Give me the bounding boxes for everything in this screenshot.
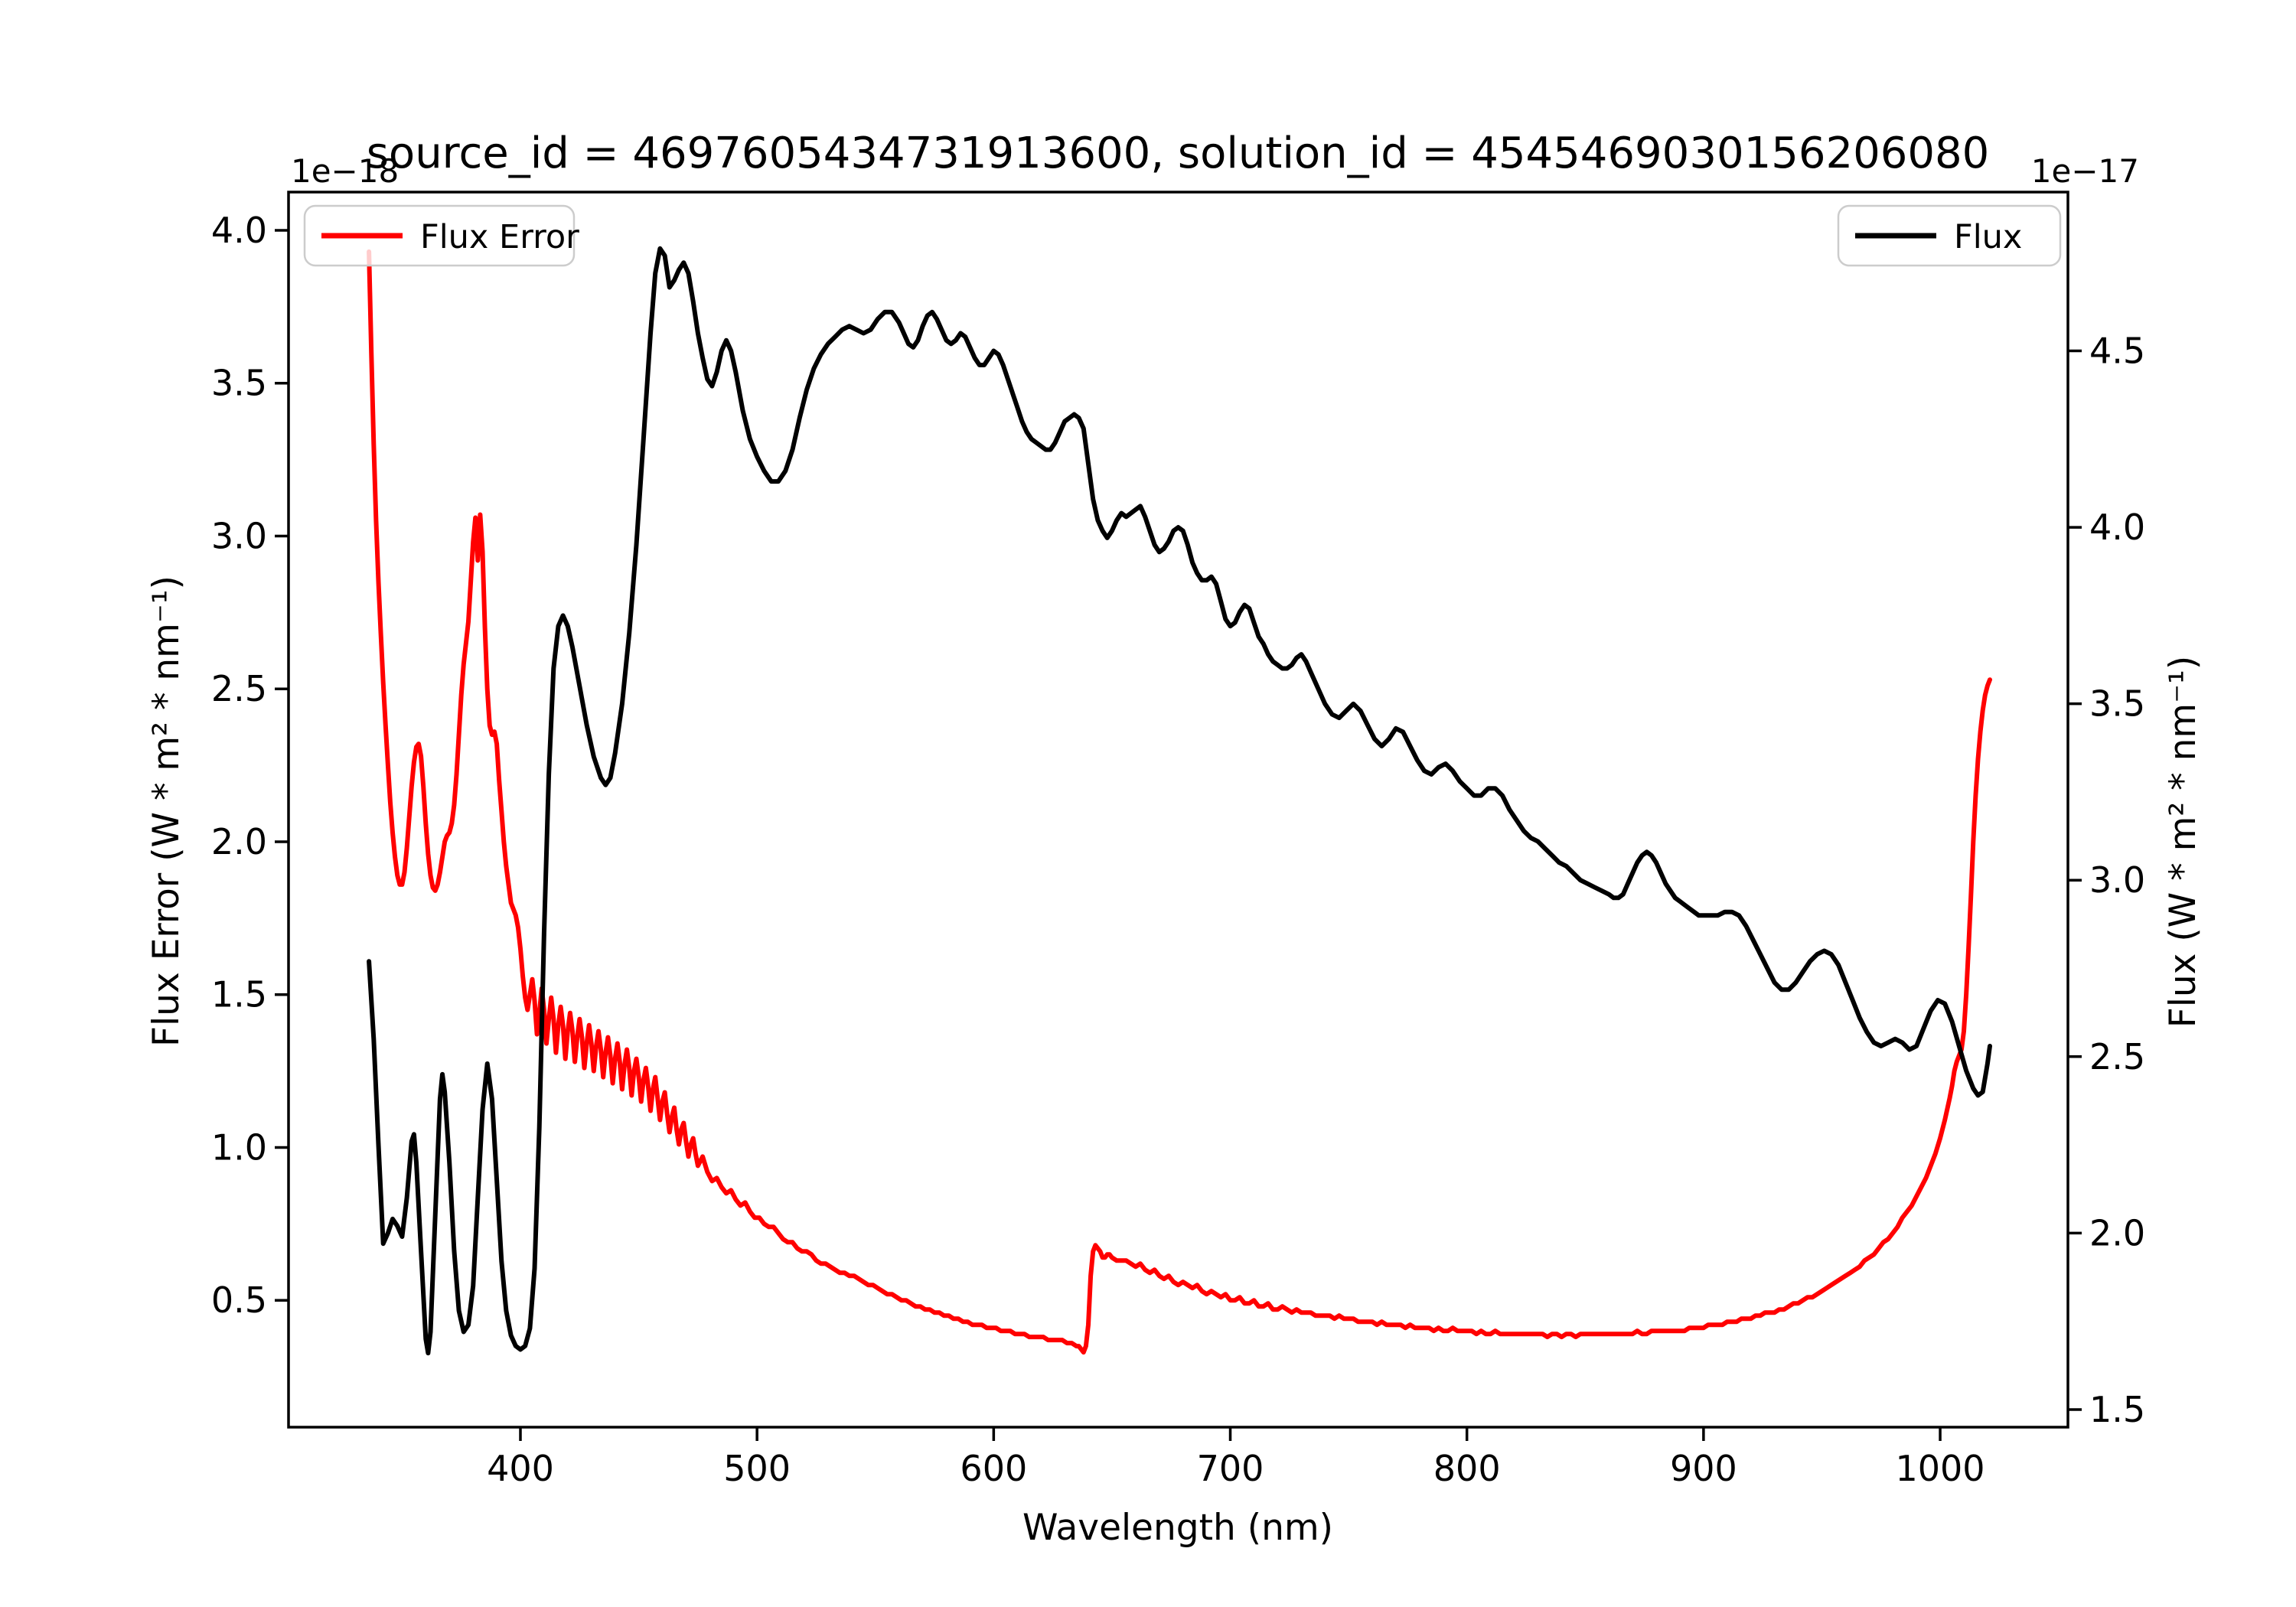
legend-flux: Flux	[1837, 204, 2062, 267]
x-tick-label: 400	[487, 1448, 554, 1489]
x-tick-label: 800	[1433, 1448, 1501, 1489]
left-tick-label: 2.5	[211, 668, 267, 709]
x-axis-label: Wavelength (nm)	[1022, 1507, 1333, 1549]
right-tick-label: 4.0	[2089, 507, 2145, 548]
right-tick-label: 2.0	[2089, 1212, 2145, 1253]
left-tick-label: 3.0	[211, 515, 267, 556]
left-tick-label: 1.0	[211, 1126, 267, 1168]
plot-border	[287, 191, 2069, 1429]
right-axis-offset-label: 1e−17	[2031, 152, 2139, 190]
right-tick-label: 3.5	[2089, 683, 2145, 725]
ticks-layer: 400 500 600 700 800 900 1000 4.0 3.5 3.0 2.5 2.0 1.5…	[211, 210, 2145, 1489]
left-tick-label: 2.0	[211, 821, 267, 862]
x-tick-label: 700	[1197, 1448, 1264, 1489]
right-tick-label: 2.5	[2089, 1036, 2145, 1077]
flux-error-line	[367, 249, 1992, 1355]
x-tick-label: 900	[1670, 1448, 1737, 1489]
left-tick-label: 1.5	[211, 974, 267, 1015]
left-tick-label: 0.5	[211, 1279, 267, 1321]
x-tick-label: 500	[723, 1448, 791, 1489]
legend-flux-error: Flux Error	[303, 204, 579, 267]
left-axis-label: Flux Error (W * m² * nm⁻¹)	[145, 575, 188, 1047]
chart-title: source_id = 4697605434731913600, solutio…	[367, 129, 1989, 178]
flux-line	[367, 246, 1992, 1356]
right-tick-label: 3.0	[2089, 859, 2145, 901]
flux-legend-label: Flux	[1954, 218, 2022, 256]
x-tick-label: 1000	[1896, 1448, 1985, 1489]
right-axis-label: Flux (W * m² * nm⁻¹)	[2162, 656, 2204, 1028]
curves-layer	[367, 246, 1992, 1356]
legend-box	[1837, 204, 2062, 267]
right-tick-label: 4.5	[2089, 331, 2145, 372]
left-tick-label: 4.0	[211, 210, 267, 251]
flux-error-legend-label: Flux Error	[420, 218, 579, 256]
right-tick-label: 1.5	[2089, 1389, 2145, 1430]
legend-box	[303, 204, 576, 267]
x-tick-label: 600	[960, 1448, 1027, 1489]
left-tick-label: 3.5	[211, 363, 267, 404]
left-axis-offset-label: 1e−18	[291, 152, 399, 190]
